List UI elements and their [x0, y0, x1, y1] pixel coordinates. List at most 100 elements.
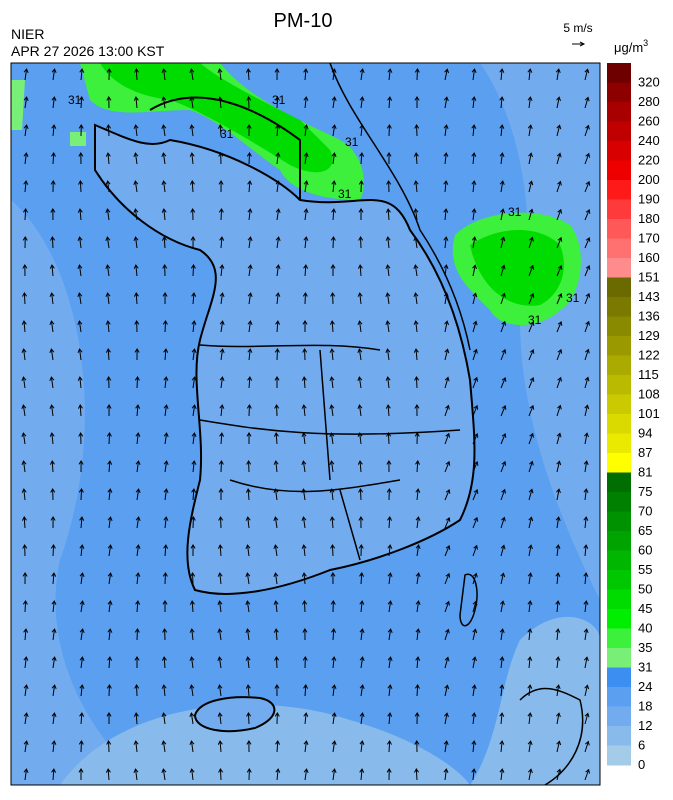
colorbar-swatch: [607, 63, 631, 83]
wind-arrow: [217, 684, 223, 697]
wind-arrow: [135, 600, 141, 613]
wind-arrow: [21, 460, 27, 473]
wind-arrow: [527, 68, 533, 81]
wind-arrow: [528, 236, 534, 249]
wind-arrow: [500, 432, 507, 445]
wind-arrow: [443, 180, 449, 193]
wind-arrow: [218, 460, 224, 473]
wind-arrow: [414, 124, 420, 137]
wind-arrow: [414, 376, 420, 389]
wind-arrow: [217, 628, 223, 641]
wind-arrow: [107, 460, 113, 473]
wind-arrow: [472, 376, 479, 389]
wind-arrow: [246, 404, 252, 417]
wind-arrow: [556, 236, 563, 249]
wind-arrow: [472, 404, 479, 417]
wind-arrow: [219, 348, 225, 361]
wind-arrow: [22, 572, 28, 585]
wind-arrow: [273, 488, 279, 501]
wind-arrow: [23, 68, 29, 81]
wind-arrow: [161, 180, 167, 193]
wind-arrow: [444, 348, 450, 361]
wind-arrow: [161, 236, 167, 249]
wind-arrow: [50, 516, 56, 529]
wind-arrow: [499, 712, 505, 725]
wind-arrow: [500, 488, 506, 501]
wind-arrow: [472, 488, 479, 501]
wind-arrow: [162, 320, 168, 333]
wind-arrow: [191, 348, 197, 361]
wind-arrow: [385, 236, 391, 249]
wind-arrow: [444, 516, 451, 529]
wind-arrow: [301, 516, 307, 529]
wind-arrow: [79, 96, 84, 109]
wind-arrow: [415, 516, 421, 529]
colorbar-label: 87: [638, 445, 652, 460]
wind-arrow: [273, 432, 279, 445]
wind-arrow: [359, 628, 365, 641]
wind-arrow: [329, 432, 335, 445]
wind-arrow: [471, 768, 477, 781]
colorbar-swatch: [607, 355, 631, 376]
wind-arrow: [472, 292, 478, 305]
agency: NIER: [11, 26, 44, 42]
colorbar-swatch: [607, 570, 631, 590]
wind-arrow: [218, 488, 224, 501]
wind-arrow: [359, 656, 365, 669]
wind-arrow: [527, 656, 533, 669]
wind-arrow: [330, 264, 336, 277]
wind-arrow: [189, 96, 195, 109]
colorbar-label: 240: [638, 133, 660, 148]
wind-arrow: [301, 432, 307, 445]
colorbar-swatch: [607, 706, 631, 727]
wind-arrow: [359, 68, 365, 81]
wind-arrow: [106, 376, 112, 389]
wind-arrow: [135, 516, 141, 529]
wind-arrow: [190, 208, 196, 221]
wind-arrow: [528, 152, 533, 165]
colorbar-swatch: [607, 336, 631, 356]
wind-arrow: [22, 292, 28, 305]
wind-arrow: [556, 488, 561, 501]
wind-arrow: [471, 124, 477, 137]
wind-arrow: [387, 712, 393, 725]
colorbar-swatch: [607, 160, 631, 181]
wind-arrow: [191, 432, 197, 445]
colorbar-label: 35: [638, 640, 652, 655]
colorbar-swatch: [607, 102, 631, 122]
wind-arrow: [247, 264, 253, 277]
colorbar-swatch: [607, 433, 631, 454]
wind-arrow: [51, 96, 57, 109]
wind-arrow: [415, 460, 421, 473]
wind-arrow: [556, 740, 562, 753]
wind-arrow: [189, 684, 195, 697]
wind-arrow: [443, 124, 449, 137]
colorbar-swatch: [607, 492, 631, 512]
wind-arrow: [245, 572, 251, 585]
colorbar-label: 24: [638, 679, 652, 694]
wind-arrow: [499, 68, 505, 81]
wind-arrow: [500, 292, 506, 305]
wind-arrow: [301, 572, 307, 585]
wind-arrow: [472, 572, 478, 585]
wind-arrow: [274, 96, 280, 109]
wind-arrow: [584, 292, 591, 305]
wind-arrow: [584, 68, 590, 81]
wind-arrow: [472, 600, 478, 613]
colorbar-label: 160: [638, 250, 660, 265]
wind-arrow: [162, 628, 168, 641]
wind-arrow: [500, 460, 507, 473]
colorbar-label: 0: [638, 757, 645, 772]
wind-arrow: [584, 124, 590, 137]
wind-arrow: [358, 180, 364, 193]
wind-arrow: [133, 740, 139, 753]
colorbar-swatch: [607, 82, 631, 103]
wind-arrow: [387, 572, 393, 585]
wind-arrow: [444, 488, 451, 501]
wind-arrow: [191, 320, 197, 333]
colorbar-label: 75: [638, 484, 652, 499]
wind-arrow: [359, 740, 365, 753]
wind-arrow: [245, 516, 251, 529]
wind-arrow: [23, 152, 29, 165]
wind-arrow: [161, 68, 167, 81]
